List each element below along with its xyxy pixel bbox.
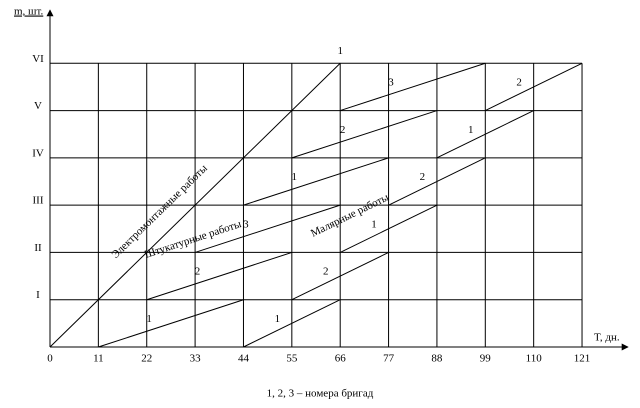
segment <box>339 204 438 253</box>
x-axis-label: T, дн. <box>594 332 620 344</box>
segment-label: 3 <box>388 77 394 89</box>
segment-label: 1 <box>275 313 281 325</box>
x-tick-label: 66 <box>335 353 347 365</box>
x-tick-label: 121 <box>574 353 591 365</box>
segment-label: 1 <box>292 171 298 183</box>
segment-label: 1 <box>468 124 474 136</box>
y-tick-label: II <box>34 242 42 254</box>
segment <box>98 299 244 348</box>
segment <box>243 299 341 348</box>
segment <box>485 62 583 112</box>
x-tick-label: 22 <box>141 353 152 365</box>
segment-label: 2 <box>340 124 346 136</box>
segment <box>194 204 341 253</box>
x-tick-label: 11 <box>93 353 104 365</box>
x-tick-label: 44 <box>238 353 250 365</box>
y-tick-label: V <box>34 100 42 112</box>
segment <box>291 251 389 301</box>
segment <box>291 110 438 159</box>
segment <box>436 110 534 159</box>
segment-label: 3 <box>243 218 249 230</box>
segment <box>243 157 389 206</box>
segment <box>146 251 292 301</box>
x-tick-label: 77 <box>383 353 395 365</box>
x-tick-label: 110 <box>526 353 543 365</box>
segment-label: 1 <box>146 313 152 325</box>
y-tick-label: III <box>33 195 44 207</box>
segment <box>388 157 486 206</box>
y-tick-label: I <box>36 289 40 301</box>
x-tick-label: 55 <box>286 353 298 365</box>
segment-label: 2 <box>323 266 329 278</box>
segment-label: 1 <box>371 218 377 230</box>
x-tick-label: 0 <box>47 353 53 365</box>
y-tick-label: IV <box>32 147 44 159</box>
x-tick-label: 99 <box>480 353 492 365</box>
y-axis-label: m, шт. <box>14 6 44 18</box>
segment-label: 2 <box>516 77 522 89</box>
x-tick-label: 88 <box>431 353 443 365</box>
y-tick-label: VI <box>32 53 44 65</box>
series-name: Малярные работы <box>309 191 391 239</box>
series-name: Штукатурные работы <box>143 218 243 261</box>
caption: 1, 2, 3 – номера бригад <box>267 388 374 400</box>
segment <box>340 62 486 112</box>
segment <box>49 62 341 348</box>
segment-label: 2 <box>420 171 426 183</box>
x-tick-label: 33 <box>190 353 202 365</box>
segment-label: 2 <box>195 266 201 278</box>
segment-label: 1 <box>337 45 343 57</box>
